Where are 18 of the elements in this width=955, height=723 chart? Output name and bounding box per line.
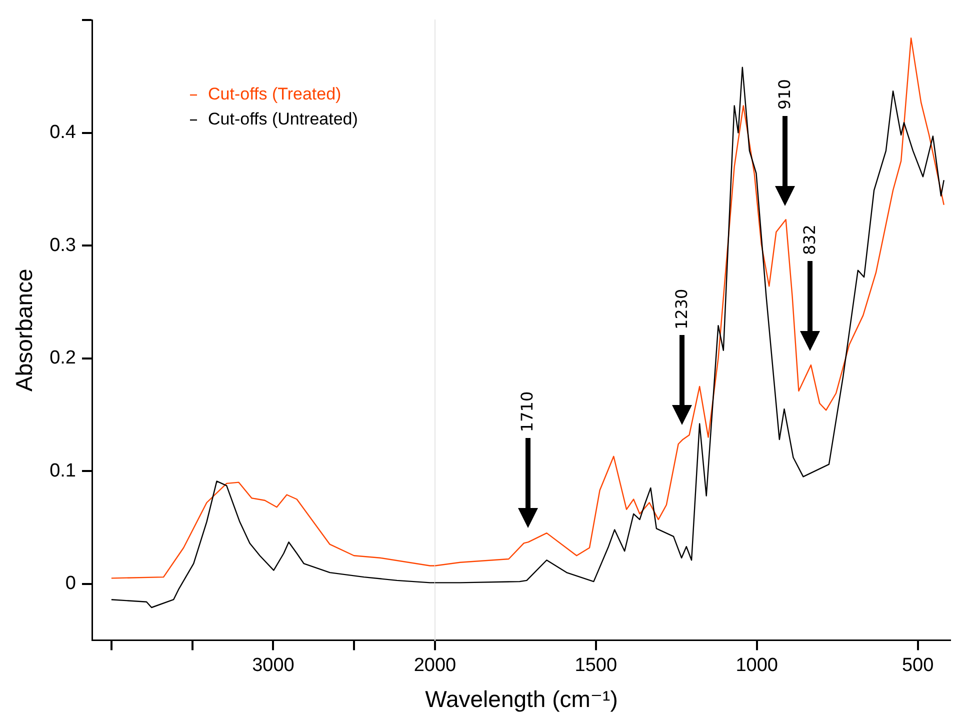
legend-label: Cut-offs (Untreated) bbox=[208, 110, 358, 129]
x-tick-label: 500 bbox=[901, 654, 934, 676]
annotation: 1710 bbox=[517, 391, 536, 432]
y-axis-title: Absorbance bbox=[11, 268, 38, 392]
annotation: 832 bbox=[800, 224, 819, 256]
y-tick-label: 0.4 bbox=[50, 122, 76, 143]
x-tick-label: 1000 bbox=[735, 654, 778, 676]
x-tick-label: 2000 bbox=[414, 654, 456, 676]
x-tick-label: 3000 bbox=[252, 654, 294, 676]
y-tick-label: 0 bbox=[65, 573, 76, 594]
x-tick-label: 1500 bbox=[574, 654, 617, 676]
annotation: 1230 bbox=[672, 288, 690, 330]
y-tick-label: 0.2 bbox=[50, 348, 76, 369]
y-tick-label: 0.3 bbox=[50, 234, 76, 256]
legend-label: Cut-offs (Treated) bbox=[208, 84, 342, 104]
annotation: 910 bbox=[774, 79, 794, 110]
x-axis-title: Wavelength (cm⁻¹) bbox=[424, 686, 619, 713]
y-tick-label: 0.1 bbox=[50, 460, 76, 482]
